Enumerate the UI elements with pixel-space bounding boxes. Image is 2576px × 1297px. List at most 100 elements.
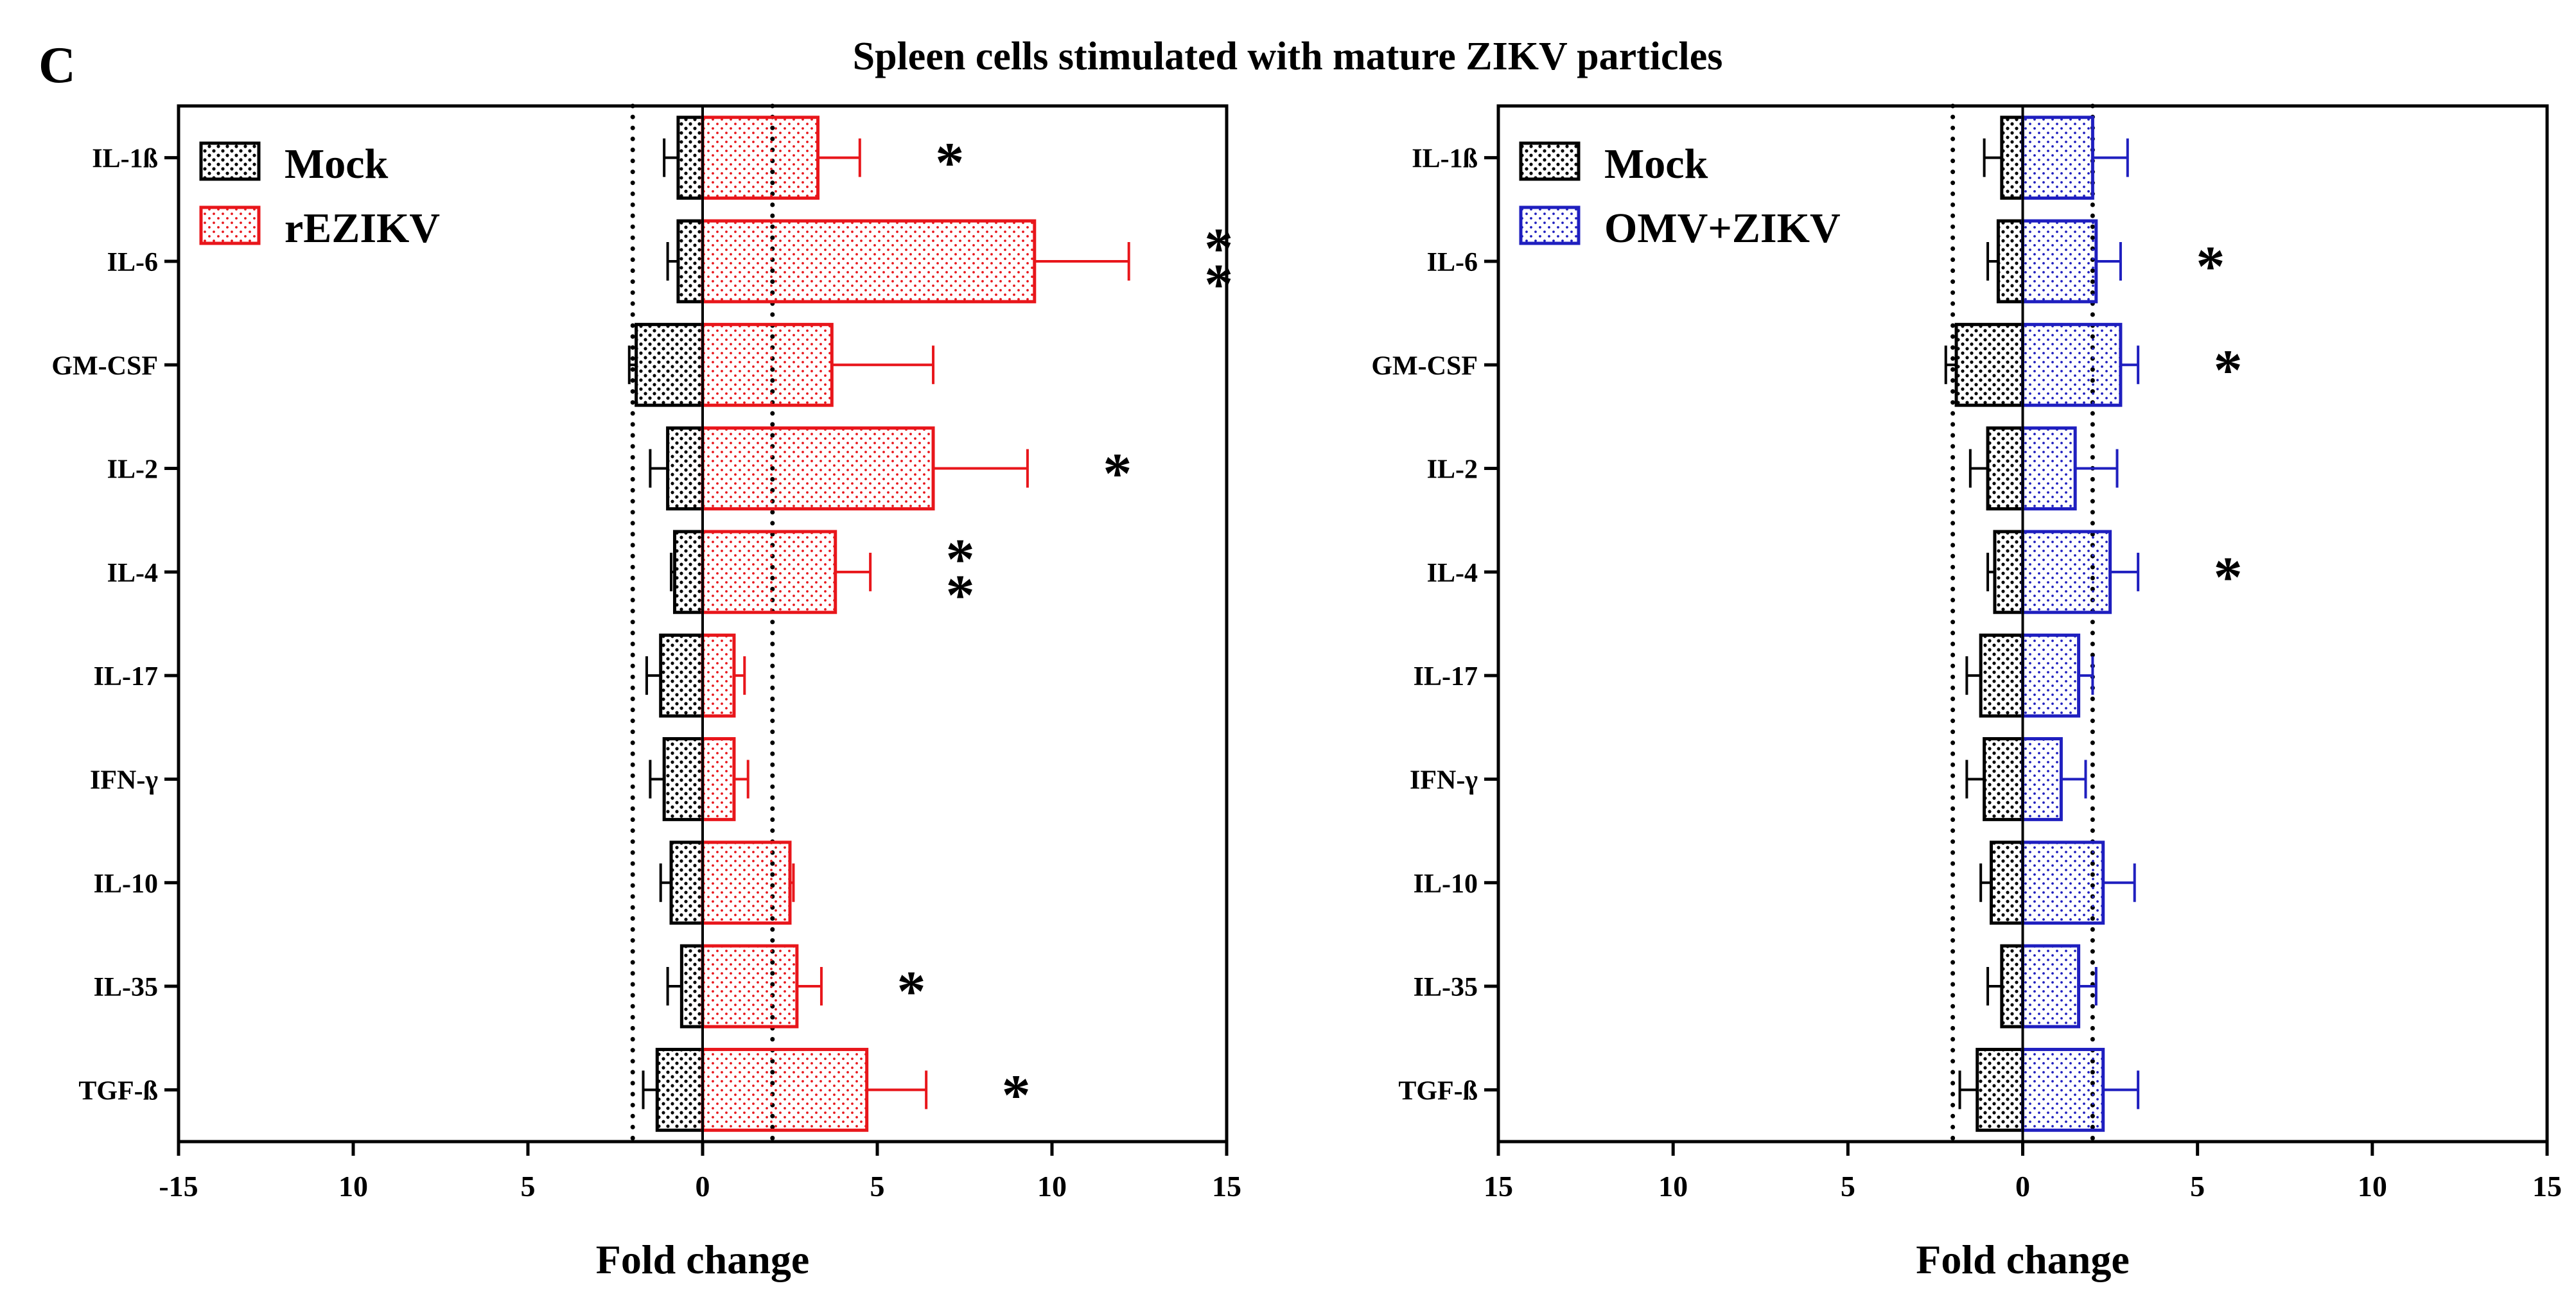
y-tick-label: TGF-ß: [1398, 1076, 1478, 1106]
legend-label: OMV+ZIKV: [1604, 205, 1841, 252]
y-tick-label: IL-35: [94, 973, 158, 1002]
x-tick-label: 10: [1658, 1170, 1688, 1203]
significance-star: *: [2214, 338, 2243, 402]
bar-omv_zikv: [2021, 1047, 2105, 1132]
bar-mock: [2000, 116, 2025, 200]
bar-mock: [1983, 737, 2024, 821]
significance-star: *: [946, 564, 975, 627]
x-tick-label: 5: [521, 1170, 536, 1203]
bar-mock: [1979, 633, 2024, 718]
x-tick-label: 15: [2532, 1170, 2562, 1203]
bar-rezikv: [701, 840, 792, 925]
x-tick-label: 5: [1841, 1170, 1855, 1203]
bar-mock: [659, 633, 705, 718]
bar-mock: [655, 1047, 705, 1132]
bar-rezikv: [701, 322, 834, 407]
bar-omv_zikv: [2021, 219, 2098, 304]
y-tick-label: IL-1ß: [1412, 144, 1478, 174]
x-tick-label: -15: [159, 1170, 198, 1203]
bar-omv_zikv: [2021, 322, 2123, 407]
chart-panel-right: 15 10 5 0 5 10 15 Fold change IL-1ß IL-6 * GM-CSF * I…: [1371, 103, 2562, 1282]
bar-mock: [635, 322, 705, 407]
y-tick-label: IL-6: [1427, 248, 1478, 277]
bar-omv_zikv: [2021, 116, 2094, 200]
y-tick-label: IL-17: [1414, 662, 1478, 692]
legend-swatch: [199, 205, 261, 245]
x-tick-label: 10: [1037, 1170, 1067, 1203]
x-tick-label: 5: [2190, 1170, 2205, 1203]
bar-rezikv: [701, 944, 799, 1029]
y-tick-label: IL-1ß: [92, 144, 158, 174]
bar-mock: [1996, 219, 2025, 304]
y-tick-label: IL-10: [1414, 869, 1478, 899]
bar-mock: [1986, 426, 2024, 510]
y-tick-label: IL-35: [1414, 973, 1478, 1002]
legend-swatch: [1519, 205, 1581, 245]
x-tick-label: 5: [870, 1170, 885, 1203]
y-tick-label: IL-4: [107, 559, 158, 588]
significance-star: *: [2214, 546, 2243, 609]
bar-mock: [1990, 840, 2025, 925]
legend-swatch: [199, 141, 261, 181]
bar-rezikv: [701, 426, 935, 510]
panel-letter: C: [39, 37, 76, 94]
figure-title: Spleen cells stimulated with mature ZIKV…: [853, 35, 1723, 78]
x-tick-label: 10: [338, 1170, 368, 1203]
bar-omv_zikv: [2021, 840, 2105, 925]
bar-omv_zikv: [2021, 944, 2081, 1029]
legend-label: rEZIKV: [285, 205, 440, 252]
bar-omv_zikv: [2021, 737, 2063, 821]
bar-mock: [676, 219, 705, 304]
significance-star: *: [2196, 235, 2225, 299]
legend-label: Mock: [1604, 141, 1708, 187]
bar-rezikv: [701, 219, 1037, 304]
y-tick-label: GM-CSF: [1371, 351, 1478, 381]
bar-omv_zikv: [2021, 633, 2081, 718]
x-axis-label: Fold change: [596, 1237, 809, 1282]
bar-rezikv: [701, 1047, 869, 1132]
y-tick-label: IL-2: [1427, 455, 1478, 485]
bar-omv_zikv: [2021, 530, 2112, 614]
bar-mock: [2000, 944, 2025, 1029]
y-tick-label: IFN-γ: [90, 765, 158, 795]
y-tick-label: IL-10: [94, 869, 158, 899]
legend-swatch: [1519, 141, 1581, 181]
legend-label: Mock: [285, 141, 389, 187]
bar-mock: [669, 840, 705, 925]
x-tick-label: 10: [2358, 1170, 2387, 1203]
significance-star: *: [1204, 253, 1233, 317]
bar-mock: [662, 737, 705, 821]
x-axis-label: Fold change: [1916, 1237, 2129, 1282]
bar-rezikv: [701, 633, 736, 718]
bar-omv_zikv: [2021, 426, 2077, 510]
y-tick-label: IL-17: [94, 662, 158, 692]
y-tick-label: IL-2: [107, 455, 158, 485]
bar-mock: [1954, 322, 2024, 407]
significance-star: *: [897, 960, 925, 1023]
bar-mock: [1976, 1047, 2024, 1132]
bar-mock: [672, 530, 705, 614]
bar-rezikv: [701, 737, 736, 821]
bar-mock: [1993, 530, 2025, 614]
y-tick-label: IL-4: [1427, 559, 1478, 588]
significance-star: *: [1204, 217, 1233, 281]
y-tick-label: TGF-ß: [78, 1076, 158, 1106]
y-tick-label: IL-6: [107, 248, 158, 277]
significance-star: *: [935, 132, 964, 195]
x-tick-label: 15: [1212, 1170, 1241, 1203]
y-tick-label: IFN-γ: [1410, 765, 1478, 795]
bar-mock: [676, 116, 705, 200]
x-tick-label: 15: [1484, 1170, 1513, 1203]
bar-rezikv: [701, 116, 820, 200]
x-tick-label: 0: [696, 1170, 710, 1203]
significance-star: *: [1002, 1063, 1031, 1127]
x-tick-label: 0: [2015, 1170, 2030, 1203]
bar-mock: [666, 426, 705, 510]
bar-rezikv: [701, 530, 837, 614]
significance-star: *: [946, 528, 975, 591]
bar-mock: [679, 944, 705, 1029]
y-tick-label: GM-CSF: [51, 351, 158, 381]
